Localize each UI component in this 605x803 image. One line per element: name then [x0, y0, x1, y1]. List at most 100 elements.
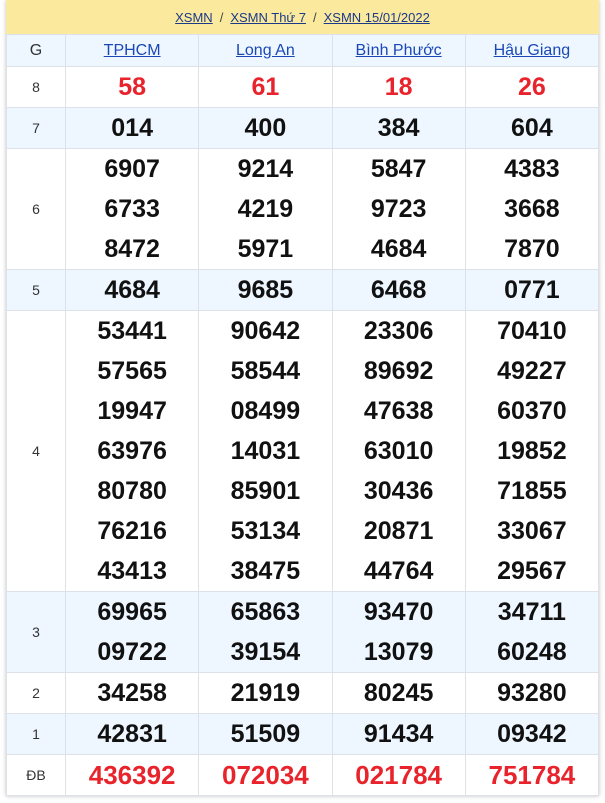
result-number: 9723: [370, 195, 427, 223]
province-header: TPHCM: [64, 34, 200, 67]
table-row: 6 6907 6733 8472 9214 4219 5971 5847 9723 4684 438…: [6, 148, 600, 270]
result-cell: 69965 09722: [64, 591, 200, 673]
result-number: 072034: [221, 760, 309, 790]
result-number: 65863: [230, 598, 301, 626]
result-number: 08499: [230, 397, 301, 425]
result-cell: 436392: [64, 754, 200, 796]
result-cell: 51509: [198, 713, 333, 755]
province-header: Long An: [198, 34, 333, 67]
table-row: 7 014 400 384 604: [6, 107, 600, 149]
result-number: 34711: [497, 598, 566, 626]
province-link[interactable]: Hậu Giang: [493, 41, 571, 59]
result-number: 47638: [363, 397, 434, 425]
breadcrumb-separator: /: [219, 9, 224, 25]
result-cell: 53441 57565 19947 63976 80780 76216 43413: [64, 310, 200, 592]
province-link[interactable]: TPHCM: [103, 41, 161, 59]
table-header-row: G TPHCM Long An Bình Phước Hậu Giang: [6, 34, 600, 67]
result-cell: 0771: [464, 269, 600, 311]
result-cell: 5847 9723 4684: [331, 148, 466, 270]
result-cell: 58: [64, 66, 200, 108]
result-number: 60248: [497, 638, 567, 666]
result-number: 38475: [230, 557, 301, 585]
province-link[interactable]: Bình Phước: [355, 41, 442, 59]
result-number: 30436: [363, 477, 434, 505]
result-number: 9685: [237, 276, 294, 304]
prize-header: G: [6, 34, 66, 67]
result-number: 51509: [230, 720, 301, 748]
result-number: 42831: [97, 720, 167, 748]
result-number: 80245: [363, 679, 434, 707]
prize-label: ĐB: [6, 754, 66, 796]
result-number: 6733: [104, 195, 160, 223]
result-cell: 23306 89692 47638 63010 30436 20871 44764: [331, 310, 466, 592]
result-number: 21919: [230, 679, 301, 707]
table-row: 2 34258 21919 80245 93280: [6, 672, 600, 714]
result-number: 53441: [97, 317, 167, 345]
prize-label: 4: [6, 310, 66, 592]
table-row: 8 58 61 18 26: [6, 66, 600, 108]
result-number: 91434: [363, 720, 434, 748]
prize-label: 1: [6, 713, 66, 755]
result-number: 7870: [504, 235, 560, 263]
province-header: Bình Phước: [331, 34, 466, 67]
result-cell: 61: [198, 66, 333, 108]
result-number: 58: [118, 73, 147, 101]
breadcrumb-xsmn[interactable]: XSMN: [175, 9, 213, 25]
result-number: 5847: [370, 155, 427, 183]
breadcrumb: XSMN / XSMN Thứ 7 / XSMN 15/01/2022: [6, 0, 599, 34]
table-row: 3 69965 09722 65863 39154 93470 13079 34711 6024…: [6, 591, 600, 673]
breadcrumb-xsmn-date[interactable]: XSMN 15/01/2022: [323, 9, 430, 25]
result-number: 384: [377, 114, 420, 142]
result-number: 4219: [237, 195, 294, 223]
result-number: 09722: [97, 638, 167, 666]
result-number: 53134: [230, 517, 301, 545]
result-cell: 70410 49227 60370 19852 71855 33067 29567: [464, 310, 600, 592]
result-cell: 34711 60248: [464, 591, 600, 673]
result-number: 85901: [230, 477, 301, 505]
result-cell: 9685: [198, 269, 333, 311]
result-number: 26: [517, 73, 546, 101]
result-number: 9214: [237, 155, 294, 183]
result-cell: 4684: [64, 269, 200, 311]
result-cell: 6468: [331, 269, 466, 311]
result-number: 76216: [97, 517, 167, 545]
result-number: 89692: [363, 357, 434, 385]
result-cell: 09342: [464, 713, 600, 755]
result-number: 49227: [497, 357, 567, 385]
result-cell: 93280: [464, 672, 600, 714]
result-number: 0771: [504, 276, 560, 304]
result-number: 93280: [497, 679, 567, 707]
result-number: 400: [244, 114, 287, 142]
table-row: ĐB 436392 072034 021784 751784: [6, 754, 600, 796]
province-link[interactable]: Long An: [236, 41, 295, 59]
result-number: 61: [251, 73, 280, 101]
breadcrumb-xsmn-thu-7[interactable]: XSMN Thứ 7: [230, 9, 306, 25]
result-number: 604: [511, 114, 553, 142]
result-cell: 751784: [464, 754, 600, 796]
prize-label: 7: [6, 107, 66, 149]
prize-label: 5: [6, 269, 66, 311]
result-cell: 90642 58544 08499 14031 85901 53134 38475: [198, 310, 333, 592]
result-number: 19852: [497, 437, 567, 465]
result-cell: 400: [198, 107, 333, 149]
result-number: 20871: [363, 517, 434, 545]
result-number: 58544: [230, 357, 301, 385]
result-number: 014: [111, 114, 153, 142]
result-cell: 072034: [198, 754, 333, 796]
result-cell: 34258: [64, 672, 200, 714]
result-number: 63976: [97, 437, 167, 465]
result-number: 71855: [497, 477, 567, 505]
result-cell: 42831: [64, 713, 200, 755]
results-panel: XSMN / XSMN Thứ 7 / XSMN 15/01/2022 G TP…: [6, 0, 600, 796]
result-number: 29567: [497, 557, 567, 585]
result-number: 436392: [88, 760, 176, 790]
result-number: 93470: [363, 598, 434, 626]
result-number: 021784: [355, 760, 442, 790]
result-number: 80780: [97, 477, 167, 505]
result-number: 57565: [97, 357, 167, 385]
result-number: 33067: [497, 517, 567, 545]
result-number: 3668: [504, 195, 560, 223]
result-number: 751784: [488, 760, 576, 790]
result-cell: 21919: [198, 672, 333, 714]
result-number: 18: [384, 73, 413, 101]
